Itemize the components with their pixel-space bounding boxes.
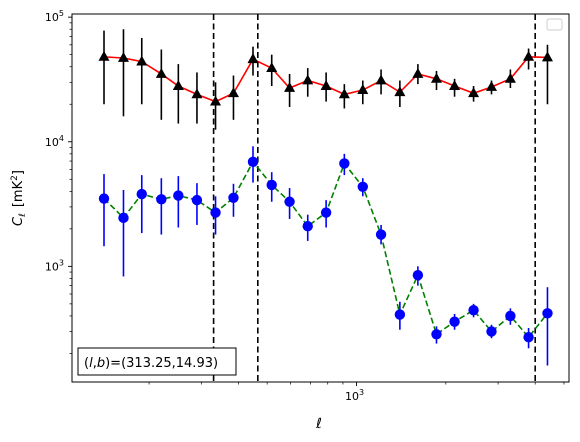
data-point-circle [284,196,295,207]
data-point-triangle [191,88,203,99]
data-point-triangle [523,50,535,61]
data-point-triangle [468,87,480,98]
data-point-triangle [394,86,406,97]
legend-box[interactable] [546,18,563,31]
data-point-triangle [338,88,350,99]
data-point-triangle [375,74,387,85]
data-point-circle [542,308,553,319]
data-point-circle [449,316,460,327]
data-point-triangle [210,95,222,106]
data-point-circle [210,207,221,218]
y-tick-label: 105 [45,9,64,24]
data-point-triangle [247,53,259,64]
data-point-triangle [172,80,184,90]
data-point-triangle [302,74,314,85]
y-axis-label: Cℓ[mK2] [10,170,28,226]
x-tick-label: 103 [345,388,364,403]
x-axis-label: ℓ [315,416,322,432]
data-point-triangle [266,62,278,73]
data-point-triangle [485,81,498,91]
data-point-triangle [98,50,110,61]
data-point-triangle [155,67,167,78]
data-point-circle [156,194,167,205]
data-point-circle [375,229,387,240]
data-point-triangle [412,67,424,78]
data-point-triangle [449,80,461,90]
coordinate-annotation: (l,b)=(313.25,14.93) [77,347,237,376]
data-point-triangle [430,72,443,83]
data-point-triangle [320,80,332,90]
data-point-triangle [357,84,369,94]
annotation-box [77,347,237,376]
series-markers [98,50,553,343]
vertical-reference-lines [212,14,536,382]
axis-ticks: 103 103 104 105 [45,9,565,403]
data-point-triangle [284,82,296,92]
data-point-circle [339,158,350,169]
data-point-circle [228,192,239,203]
y-tick-label: 103 [45,258,64,273]
data-point-triangle [541,51,553,62]
data-point-circle [394,309,406,320]
data-point-circle [412,269,424,281]
data-point-circle [118,212,129,224]
data-point-triangle [227,87,239,98]
data-point-circle [136,188,147,200]
data-point-triangle [504,72,516,83]
data-point-circle [486,326,497,337]
data-point-circle [247,156,259,168]
plot-area-frame [71,13,570,383]
data-point-circle [266,179,277,191]
data-point-circle [98,193,110,204]
data-point-circle [505,310,516,322]
data-point-circle [431,329,442,340]
data-point-circle [320,207,332,218]
data-point-circle [468,304,479,316]
data-point-circle [191,194,203,206]
data-point-circle [523,332,534,343]
annotation-text: (l,b)=(313.25,14.93) [84,356,218,371]
data-point-triangle [136,55,148,66]
data-point-circle [357,181,368,192]
data-point-triangle [117,52,129,62]
data-point-circle [173,190,184,201]
data-point-circle [302,221,313,232]
y-tick-label: 104 [45,134,64,149]
